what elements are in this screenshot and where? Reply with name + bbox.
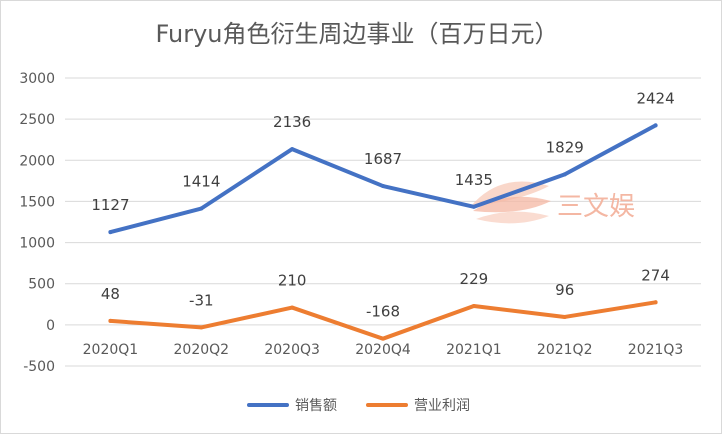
data-label: -31 [189, 291, 214, 309]
data-point [108, 230, 113, 235]
y-tick-label: 2000 [19, 153, 55, 169]
y-tick-label: 3000 [19, 71, 55, 87]
data-label: 48 [101, 285, 120, 303]
data-label: 1829 [546, 138, 584, 156]
data-label-layer: 1127 1414 2136 1687 1435 1829 2424 48 -31 210 -168… [91, 89, 674, 320]
data-label: 1127 [91, 196, 129, 214]
data-point [381, 336, 385, 341]
x-tick-label: 2021Q3 [628, 342, 684, 358]
y-tick-label: 1000 [19, 236, 55, 252]
data-point [653, 300, 658, 305]
axis-layer: -500 0 500 1000 1500 2000 2500 3000 2020Q1 2020Q2… [19, 71, 683, 375]
data-label: 96 [555, 281, 574, 299]
data-point [653, 123, 658, 128]
data-label: 1435 [455, 171, 493, 189]
watermark-logo: 三文娱 [471, 181, 635, 224]
y-tick-label: 1500 [19, 194, 55, 210]
data-label: 210 [278, 272, 307, 290]
data-point [562, 172, 567, 177]
data-point [199, 325, 204, 330]
data-point [471, 304, 476, 309]
data-point [290, 305, 295, 310]
y-tick-label: 2500 [19, 112, 55, 128]
watermark-text: 三文娱 [557, 192, 635, 222]
data-point [471, 204, 476, 209]
x-tick-label: 2021Q1 [446, 342, 502, 358]
data-label: -168 [366, 303, 400, 321]
data-label: 1414 [182, 173, 220, 191]
data-point [108, 318, 113, 323]
y-tick-label: 0 [46, 318, 55, 334]
data-label: 2424 [636, 89, 674, 107]
data-point [199, 206, 204, 211]
x-tick-label: 2020Q2 [174, 342, 230, 358]
x-tick-label: 2020Q3 [264, 342, 320, 358]
data-point [290, 147, 295, 152]
data-point [381, 184, 385, 189]
x-tick-label: 2020Q4 [355, 342, 411, 358]
x-tick-label: 2020Q1 [83, 342, 139, 358]
y-tick-label: 500 [28, 277, 55, 293]
x-tick-label: 2021Q2 [537, 342, 593, 358]
chart-title: Furyu角色衍生周边事业（百万日元） [156, 20, 559, 48]
data-label: 1687 [364, 150, 402, 168]
data-point [562, 314, 567, 319]
y-tick-label: -500 [23, 359, 55, 375]
legend-label-1: 销售额 [295, 398, 337, 414]
data-label: 2136 [273, 113, 311, 131]
series-layer [108, 123, 658, 341]
data-label: 274 [641, 266, 670, 284]
legend: 销售额 营业利润 [247, 398, 470, 414]
legend-label-2: 营业利润 [414, 398, 470, 414]
data-label: 229 [460, 270, 489, 288]
